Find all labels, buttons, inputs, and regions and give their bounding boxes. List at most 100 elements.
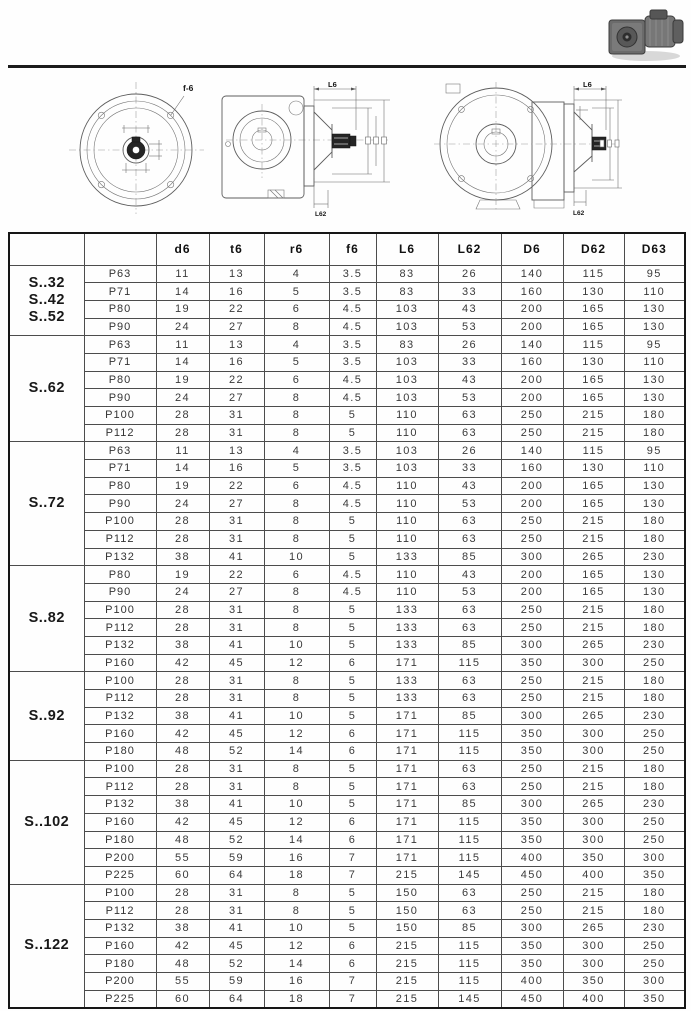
value-cell: 63: [437, 759, 502, 779]
table-row: P100 28 31 8 5 133 63 250 215 180: [9, 600, 686, 620]
value-cell: 53: [437, 582, 502, 602]
value-cell: 13: [208, 441, 265, 461]
value-cell: 265: [562, 918, 625, 938]
value-cell: 115: [437, 742, 502, 761]
value-cell: 6: [328, 936, 377, 956]
value-cell: 33: [437, 459, 502, 478]
value-cell: 5: [328, 406, 377, 425]
value-cell: 28: [155, 689, 210, 708]
value-cell: 145: [437, 989, 502, 1009]
value-cell: 265: [562, 635, 625, 655]
flange-front-drawing: f-6: [69, 82, 204, 214]
value-cell: 165: [562, 476, 625, 496]
value-cell: 250: [500, 759, 564, 779]
motor-size-cell: P160: [83, 653, 157, 673]
value-cell: 18: [263, 989, 330, 1009]
value-cell: 55: [155, 972, 210, 991]
column-header: D62: [562, 232, 625, 266]
value-cell: 14: [155, 282, 210, 301]
value-cell: 45: [208, 812, 265, 832]
value-cell: 450: [500, 989, 564, 1009]
value-cell: 28: [155, 759, 210, 779]
table-row: P112 28 31 8 5 110 63 250 215 180: [9, 529, 686, 549]
value-cell: 41: [208, 795, 265, 814]
value-cell: 6: [328, 812, 377, 832]
value-cell: 5: [328, 618, 377, 637]
value-cell: 115: [437, 812, 502, 832]
table-row: P132 38 41 10 5 133 85 300 265 230: [9, 635, 686, 655]
value-cell: 350: [500, 724, 564, 744]
column-header: D6: [500, 232, 564, 266]
value-cell: 38: [155, 706, 210, 726]
gearmotor-photo: [606, 6, 688, 64]
header-divider: [8, 65, 686, 68]
series-label-cell: S..82: [8, 565, 85, 673]
table-row: S..92 P100 28 31 8 5 133 63 250 215 180: [8, 671, 686, 761]
value-cell: 63: [437, 671, 502, 690]
value-cell: 4.5: [328, 565, 377, 584]
value-cell: 63: [437, 512, 502, 531]
value-cell: 31: [208, 883, 265, 903]
value-cell: 200: [500, 476, 564, 496]
value-cell: 110: [623, 352, 686, 372]
value-cell: 300: [500, 706, 564, 726]
hole-dimension-label: f-6: [183, 83, 194, 93]
value-cell: 24: [155, 494, 210, 514]
value-cell: 6: [263, 370, 330, 390]
value-cell: 250: [500, 423, 564, 443]
value-cell: 31: [208, 689, 265, 708]
value-cell: 95: [623, 335, 686, 354]
value-cell: 250: [500, 883, 564, 903]
table-row: P112 28 31 8 5 133 63 250 215 180: [9, 618, 686, 637]
value-cell: 110: [375, 494, 439, 514]
value-cell: 130: [562, 282, 625, 301]
value-cell: 83: [375, 335, 439, 354]
value-cell: 400: [562, 865, 625, 885]
column-header: t6: [208, 232, 265, 266]
value-cell: 350: [500, 830, 564, 850]
column-header: r6: [263, 232, 330, 266]
value-cell: 5: [328, 512, 377, 531]
value-cell: 22: [208, 370, 265, 390]
value-cell: 16: [208, 459, 265, 478]
value-cell: 5: [328, 901, 377, 920]
value-cell: 171: [375, 706, 439, 726]
value-cell: 5: [328, 795, 377, 814]
value-cell: 85: [437, 635, 502, 655]
series-label-line: S..42: [28, 291, 65, 308]
value-cell: 171: [375, 830, 439, 850]
value-cell: 8: [263, 406, 330, 425]
motor-size-cell: P63: [83, 335, 157, 354]
value-cell: 130: [623, 582, 686, 602]
value-cell: 150: [375, 901, 439, 920]
table-row: S..72 P63 11 13 4 3.5 103 26 140 115 95: [8, 441, 686, 567]
value-cell: 165: [562, 370, 625, 390]
motor-size-cell: P132: [83, 918, 157, 938]
value-cell: 115: [562, 264, 625, 284]
value-cell: 22: [208, 476, 265, 496]
value-cell: 63: [437, 689, 502, 708]
technical-drawings: f-6 L6: [0, 78, 691, 220]
series-label-line: S..92: [28, 707, 65, 724]
value-cell: 160: [500, 352, 564, 372]
value-cell: 165: [562, 494, 625, 514]
value-cell: 110: [375, 423, 439, 443]
table-row: P80 19 22 6 4.5 103 43 200 165 130: [9, 370, 686, 390]
value-cell: 115: [437, 830, 502, 850]
value-cell: 52: [208, 742, 265, 761]
table-row: P112 28 31 8 5 150 63 250 215 180: [9, 901, 686, 920]
value-cell: 350: [500, 954, 564, 973]
table-row: P71 14 16 5 3.5 83 33 160 130 110: [9, 282, 686, 301]
value-cell: 27: [208, 582, 265, 602]
value-cell: 8: [263, 317, 330, 337]
table-row: P90 24 27 8 4.5 110 53 200 165 130: [9, 494, 686, 514]
value-cell: 5: [328, 529, 377, 549]
value-cell: 64: [208, 989, 265, 1009]
value-cell: 6: [263, 565, 330, 584]
value-cell: 24: [155, 317, 210, 337]
value-cell: 103: [375, 299, 439, 319]
value-cell: 28: [155, 671, 210, 690]
table-row: P160 42 45 12 6 171 115 350 300 250: [9, 724, 686, 744]
column-header: L6: [375, 232, 439, 266]
table-row: S..102 P100 28 31 8 5 171 63 250 215 180: [8, 759, 686, 885]
